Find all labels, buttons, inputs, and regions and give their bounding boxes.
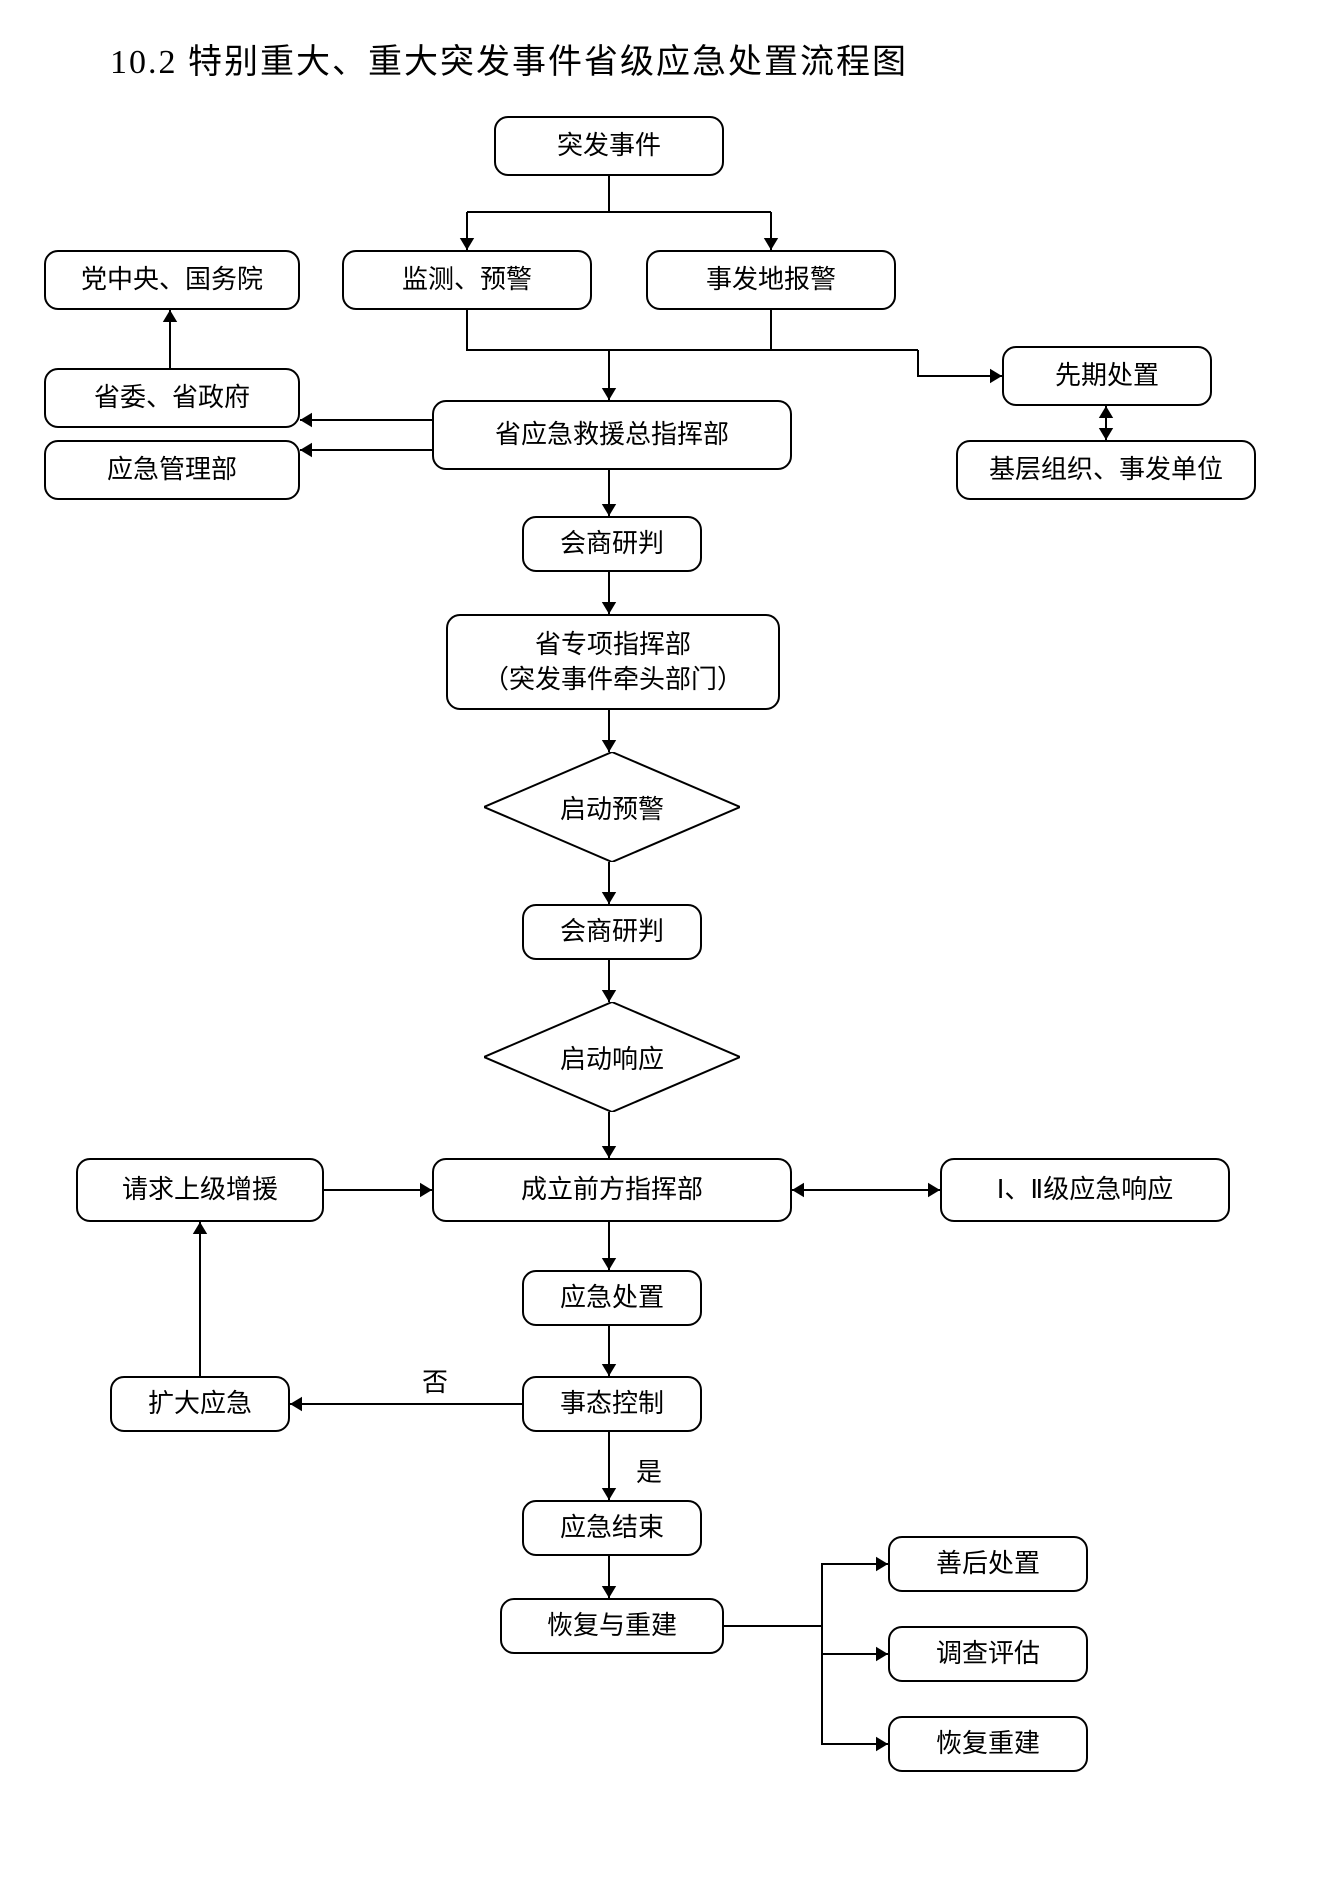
node-n_level: Ⅰ、Ⅱ级应急响应 <box>940 1158 1230 1222</box>
node-n_warn: 启动预警 <box>484 752 740 862</box>
edge-label: 否 <box>422 1362 448 1399</box>
edge-label: 是 <box>636 1452 662 1489</box>
node-n_handle: 应急处置 <box>522 1270 702 1326</box>
node-n_control: 事态控制 <box>522 1376 702 1432</box>
node-n_hq: 省应急救援总指挥部 <box>432 400 792 470</box>
node-n_expand: 扩大应急 <box>110 1376 290 1432</box>
node-n_end: 应急结束 <box>522 1500 702 1556</box>
page-title: 10.2 特别重大、重大突发事件省级应急处置流程图 <box>110 34 908 83</box>
node-n_monitor: 监测、预警 <box>342 250 592 310</box>
node-n_alarm: 事发地报警 <box>646 250 896 310</box>
node-n_event: 突发事件 <box>494 116 724 176</box>
node-label: 启动预警 <box>484 752 740 862</box>
node-n_consult2: 会商研判 <box>522 904 702 960</box>
node-n_respond: 启动响应 <box>484 1002 740 1112</box>
node-n_party: 党中央、国务院 <box>44 250 300 310</box>
node-n_provgov: 省委、省政府 <box>44 368 300 428</box>
node-n_reqsup: 请求上级增援 <box>76 1158 324 1222</box>
node-label: 启动响应 <box>484 1002 740 1112</box>
node-n_consult1: 会商研判 <box>522 516 702 572</box>
node-n_emgmt: 应急管理部 <box>44 440 300 500</box>
node-n_after: 善后处置 <box>888 1536 1088 1592</box>
node-n_special: 省专项指挥部 （突发事件牵头部门） <box>446 614 780 710</box>
node-n_invest: 调查评估 <box>888 1626 1088 1682</box>
node-n_grass: 基层组织、事发单位 <box>956 440 1256 500</box>
node-n_rebuild: 恢复重建 <box>888 1716 1088 1772</box>
node-n_forward: 成立前方指挥部 <box>432 1158 792 1222</box>
node-n_prelim: 先期处置 <box>1002 346 1212 406</box>
node-n_recover: 恢复与重建 <box>500 1598 724 1654</box>
